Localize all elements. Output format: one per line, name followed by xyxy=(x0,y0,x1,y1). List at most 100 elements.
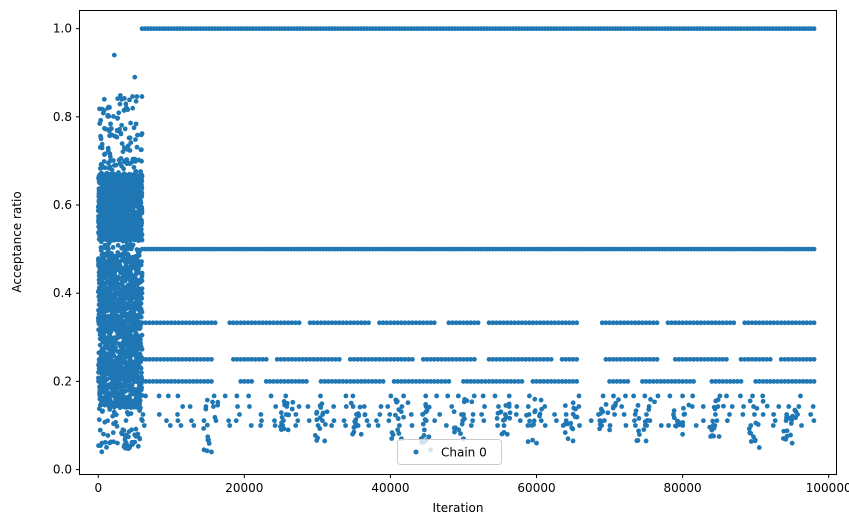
data-point xyxy=(296,404,302,409)
data-point xyxy=(165,356,171,362)
data-point xyxy=(424,379,430,384)
data-point xyxy=(130,255,136,261)
data-point xyxy=(97,121,103,126)
data-point xyxy=(702,320,707,326)
data-point xyxy=(212,414,218,420)
data-point xyxy=(117,228,123,234)
data-point xyxy=(636,428,641,434)
data-point xyxy=(537,379,543,384)
data-point xyxy=(215,402,221,408)
data-point xyxy=(497,379,503,384)
data-point xyxy=(457,320,463,326)
data-point xyxy=(577,423,582,428)
data-point xyxy=(760,379,766,384)
data-point xyxy=(503,414,509,420)
data-point xyxy=(134,370,140,376)
data-point xyxy=(446,320,452,326)
data-point xyxy=(636,320,642,326)
data-point xyxy=(648,397,653,402)
data-point xyxy=(369,379,375,384)
data-point xyxy=(112,274,117,279)
data-point xyxy=(118,131,124,137)
data-point xyxy=(127,238,133,244)
data-point xyxy=(464,379,470,384)
data-point xyxy=(386,418,392,424)
data-point xyxy=(607,423,613,428)
data-point xyxy=(548,320,554,326)
data-point xyxy=(99,163,105,169)
data-point xyxy=(139,186,145,191)
data-point xyxy=(129,184,134,189)
data-point xyxy=(100,299,106,305)
data-point xyxy=(104,273,110,279)
data-point xyxy=(764,320,770,326)
data-point xyxy=(741,404,746,409)
data-point xyxy=(366,356,371,362)
data-point xyxy=(226,418,232,424)
data-point xyxy=(565,436,571,442)
data-point xyxy=(112,215,118,220)
data-point xyxy=(102,385,108,391)
data-point xyxy=(545,379,550,384)
x-tick-label: 0 xyxy=(94,481,102,495)
data-point xyxy=(720,356,726,362)
data-point xyxy=(161,320,167,326)
data-point xyxy=(737,393,743,399)
data-point xyxy=(112,367,118,373)
data-point xyxy=(351,424,357,430)
data-point xyxy=(314,320,320,326)
data-point xyxy=(776,404,782,409)
x-axis-ticks: 0 20000 40000 60000 80000 100000 xyxy=(94,474,849,495)
data-point xyxy=(417,320,423,326)
data-point xyxy=(603,320,609,326)
data-point xyxy=(764,379,770,384)
data-point xyxy=(322,379,328,384)
data-point xyxy=(120,285,126,291)
data-point xyxy=(724,418,730,424)
data-point xyxy=(194,320,200,326)
data-point xyxy=(230,320,236,326)
legend-marker xyxy=(413,449,419,455)
data-point xyxy=(380,356,386,362)
data-point xyxy=(721,403,726,409)
data-point xyxy=(402,356,408,362)
data-point xyxy=(212,320,218,326)
data-point xyxy=(110,430,116,436)
data-point xyxy=(529,423,535,428)
data-point xyxy=(636,432,642,437)
data-point xyxy=(157,379,163,384)
data-point xyxy=(391,379,397,384)
data-point xyxy=(121,95,127,101)
data-point xyxy=(311,356,317,362)
data-point xyxy=(120,345,126,351)
data-point xyxy=(128,309,134,315)
data-point xyxy=(285,320,291,326)
data-point xyxy=(133,335,139,341)
data-point xyxy=(525,439,531,445)
data-point xyxy=(283,393,289,399)
data-point xyxy=(259,418,264,424)
data-point xyxy=(131,125,137,131)
data-point xyxy=(530,320,536,326)
data-point xyxy=(562,430,568,435)
data-point xyxy=(362,320,368,326)
data-point xyxy=(643,438,649,444)
data-point xyxy=(435,379,441,384)
data-point xyxy=(671,415,677,421)
data-point xyxy=(124,410,130,415)
data-point xyxy=(479,379,485,384)
data-point xyxy=(402,320,408,326)
data-point xyxy=(667,393,673,399)
data-point xyxy=(132,303,138,309)
data-point xyxy=(98,325,104,331)
data-point xyxy=(756,356,762,362)
data-point xyxy=(133,137,138,143)
data-point xyxy=(140,412,146,417)
data-point xyxy=(605,410,611,416)
data-point xyxy=(358,379,364,384)
data-point xyxy=(492,393,498,399)
data-point xyxy=(495,410,501,416)
data-point xyxy=(238,320,244,326)
data-point xyxy=(137,408,143,413)
data-point xyxy=(377,379,382,384)
